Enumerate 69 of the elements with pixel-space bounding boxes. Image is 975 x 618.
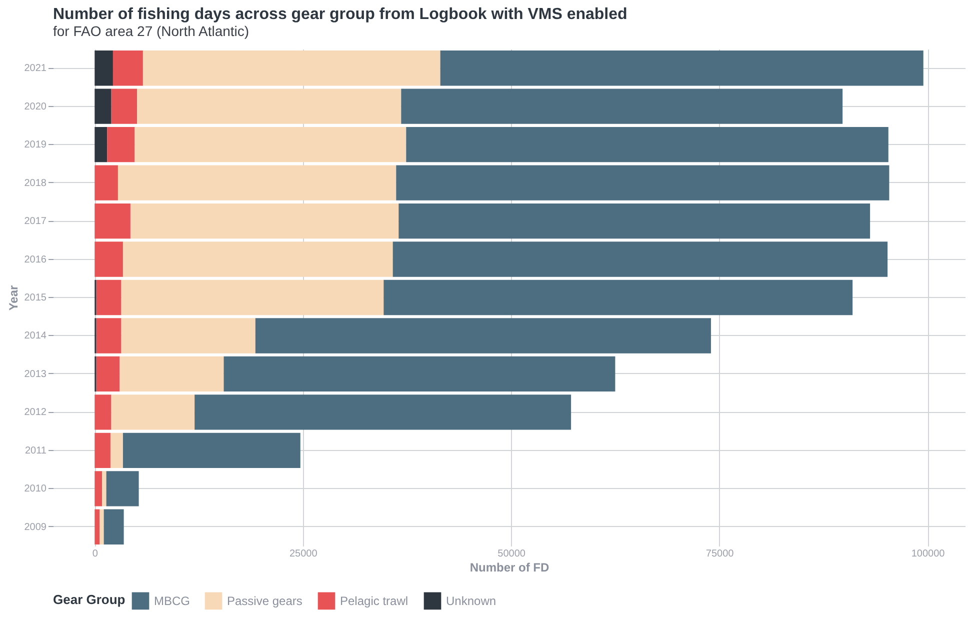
bar <box>130 203 399 239</box>
y-tick-label: 2012 <box>24 407 47 418</box>
y-tick-label: 2019 <box>24 140 47 151</box>
bar <box>94 50 113 86</box>
bar <box>134 126 406 162</box>
bar <box>406 126 888 162</box>
bar <box>94 471 102 506</box>
x-tick-label: 25000 <box>289 548 318 560</box>
y-tick-label: 2018 <box>24 178 47 189</box>
bar <box>440 50 924 86</box>
bar <box>137 88 402 124</box>
y-tick-label: 2013 <box>24 368 47 380</box>
bar <box>96 356 120 392</box>
bar <box>111 88 138 124</box>
bar <box>398 203 870 239</box>
bar <box>100 509 104 544</box>
y-tick-label: 2009 <box>24 522 47 533</box>
y-tick-label: 2017 <box>24 216 47 228</box>
bar <box>94 203 130 239</box>
x-axis-title: Number of FD <box>470 560 550 574</box>
bar <box>94 394 112 430</box>
legend-label: MBCG <box>154 594 190 608</box>
bar <box>224 356 616 392</box>
bar <box>96 318 122 354</box>
bar <box>121 280 384 316</box>
bar <box>106 471 139 506</box>
y-tick-label: 2015 <box>24 292 47 304</box>
x-tick-label: 100000 <box>911 548 946 560</box>
bar <box>107 126 135 162</box>
bar <box>401 88 843 124</box>
bar <box>194 394 572 430</box>
bar <box>94 88 112 124</box>
y-axis-title: Year <box>6 284 20 311</box>
legend-label: Unknown <box>446 594 496 608</box>
x-tick-label: 75000 <box>706 548 734 560</box>
bar <box>96 280 122 316</box>
bar <box>94 126 108 162</box>
bar <box>142 50 440 86</box>
chart-title: Number of fishing days across gear group from Logbook with VMS enabled <box>53 6 628 23</box>
bar <box>94 165 118 200</box>
y-tick-label: 2020 <box>24 101 47 112</box>
y-tick-label: 2011 <box>24 445 47 456</box>
bar <box>392 242 888 277</box>
x-tick-label: 50000 <box>498 548 526 560</box>
bar <box>94 432 110 468</box>
y-tick-label: 2016 <box>24 254 47 266</box>
legend-label: Pelagic trawl <box>340 594 408 608</box>
bar <box>384 280 853 316</box>
bar <box>396 165 890 200</box>
bar <box>112 50 143 86</box>
x-tick-label: 0 <box>92 548 98 560</box>
y-tick-label: 2021 <box>24 63 47 74</box>
bar <box>104 509 124 544</box>
legend-label: Passive gears <box>227 594 302 608</box>
y-tick-label: 2014 <box>24 330 47 342</box>
legend-title: Gear Group <box>53 592 126 607</box>
bar <box>122 242 393 277</box>
bar <box>121 318 256 354</box>
bar <box>255 318 711 354</box>
bar <box>118 165 396 200</box>
y-tick-label: 2010 <box>24 484 47 495</box>
bar <box>102 471 106 506</box>
bar <box>111 394 195 430</box>
bar <box>94 509 100 544</box>
bar <box>94 242 123 277</box>
chart-subtitle: for FAO area 27 (North Atlantic) <box>53 23 250 39</box>
bar <box>122 432 300 468</box>
bar <box>120 356 224 392</box>
bar <box>110 432 123 468</box>
